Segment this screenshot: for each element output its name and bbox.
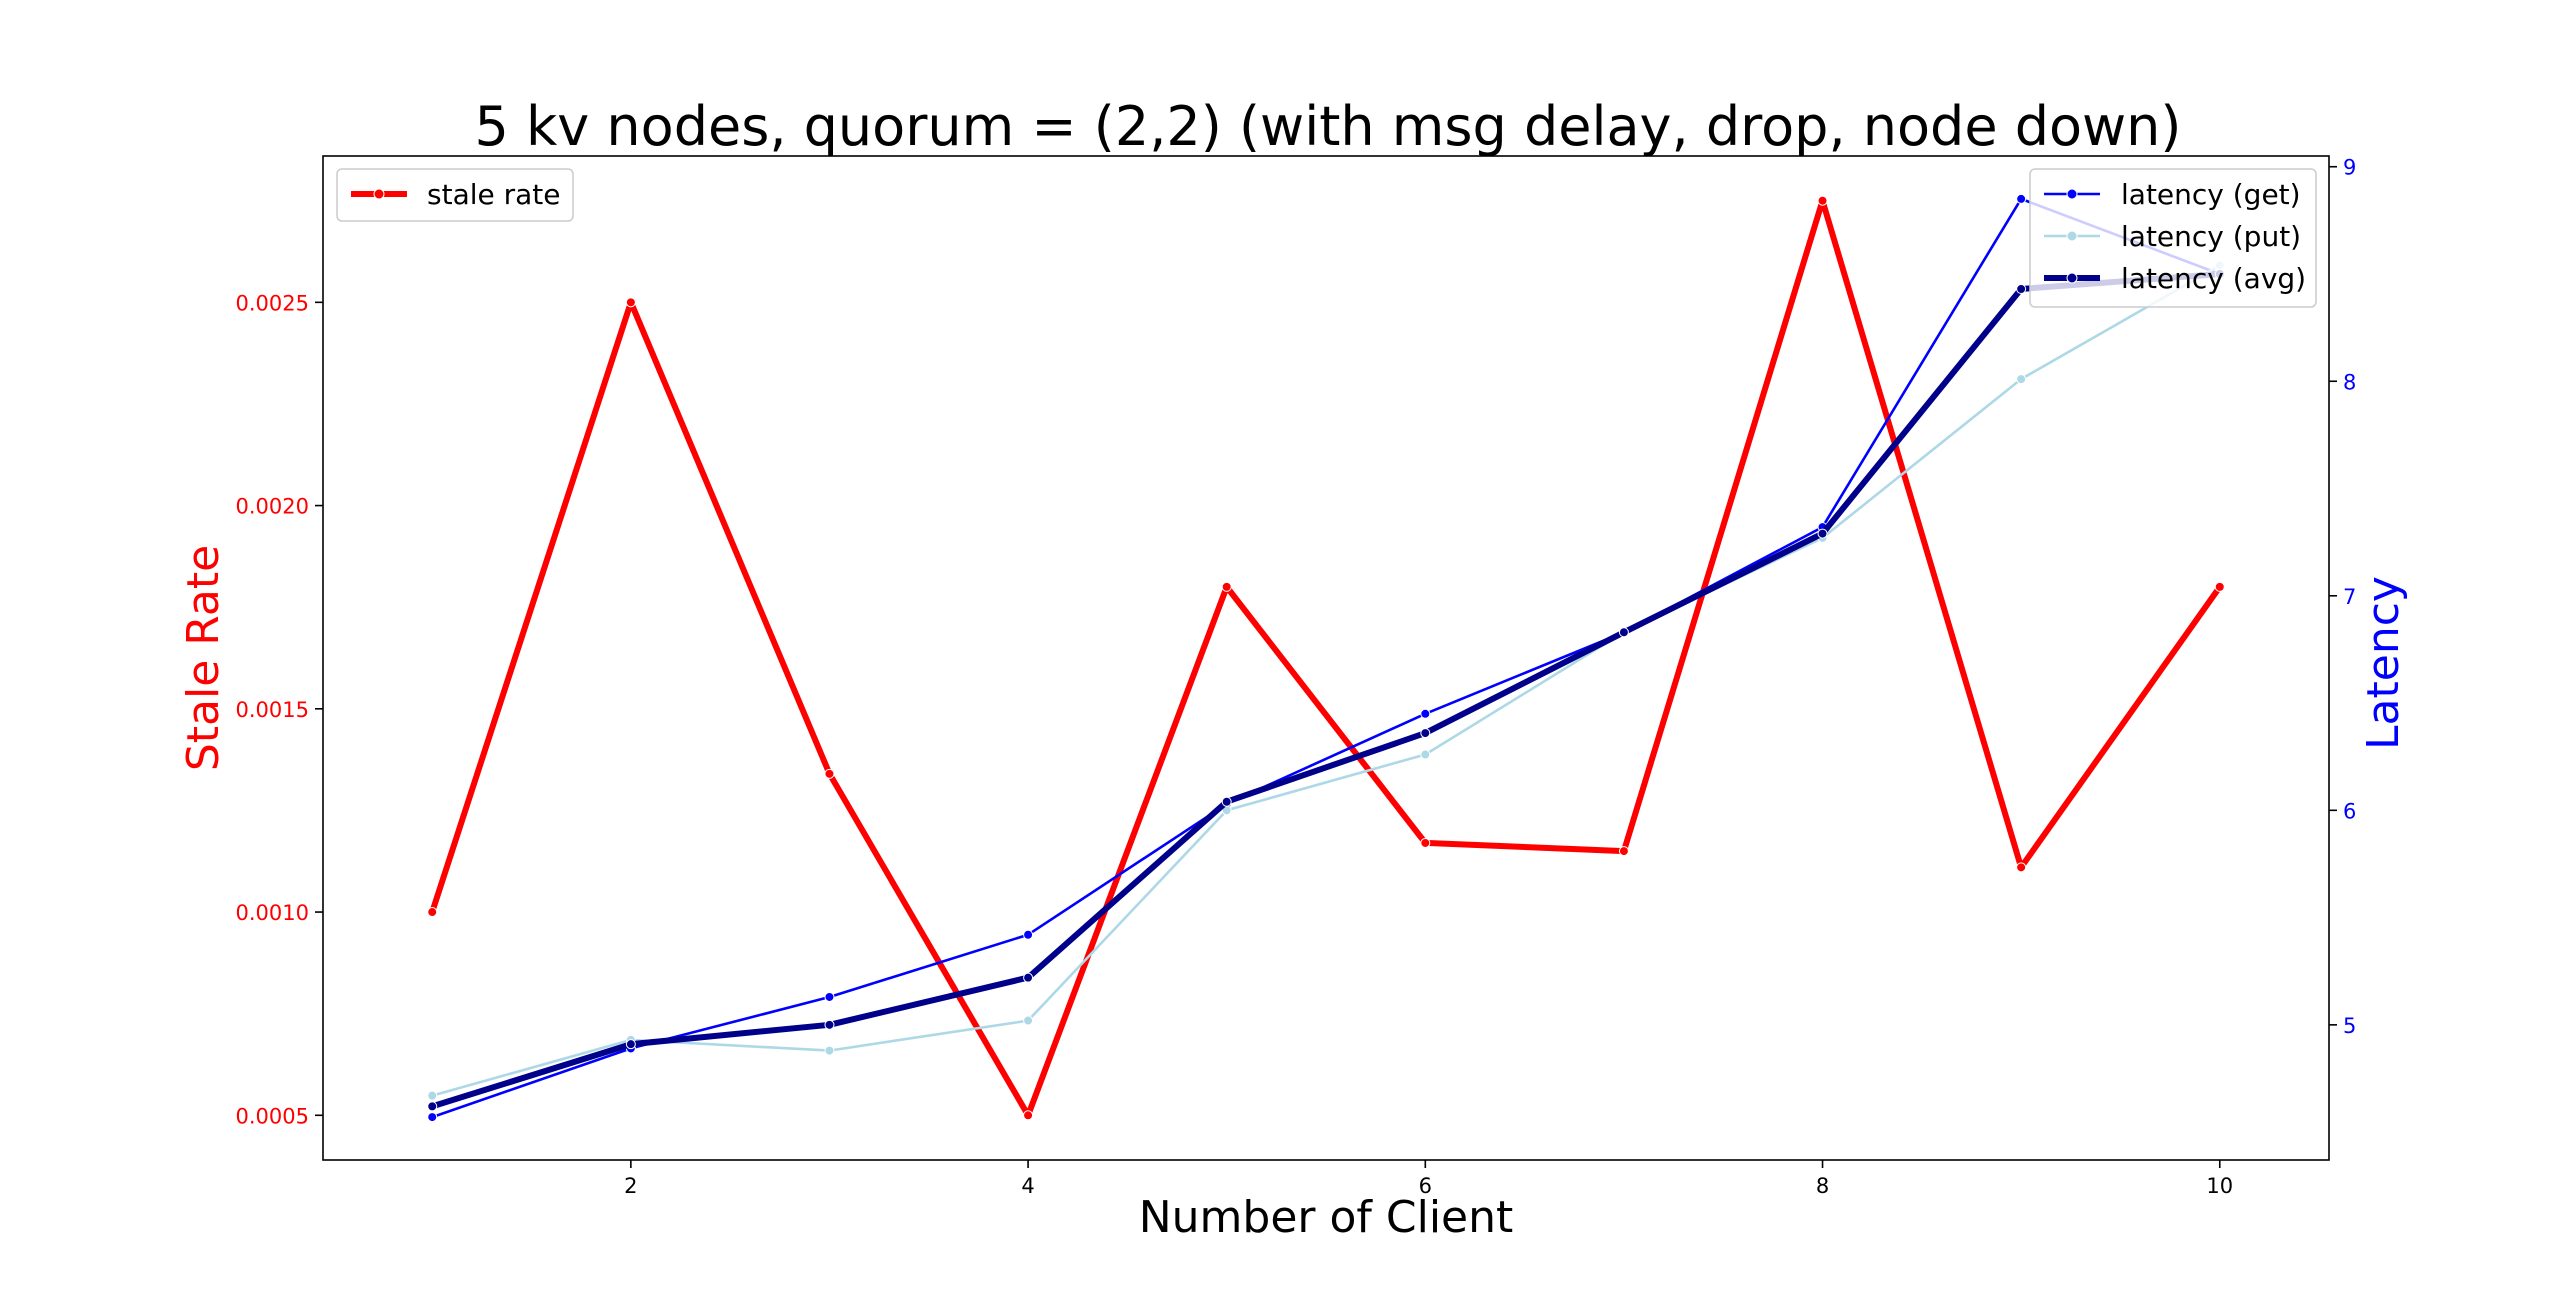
data-point-latency-get	[1023, 929, 1034, 940]
y-left-tick-label: 0.0025	[236, 291, 309, 315]
data-point-latency-avg	[625, 1039, 636, 1050]
data-point-stale-rate	[1618, 846, 1629, 857]
data-point-stale-rate	[824, 768, 835, 779]
series-line-stale-rate	[429, 197, 2223, 1119]
y-left-tick-label: 0.0005	[236, 1104, 309, 1128]
y-left-tick-label: 0.0015	[236, 698, 309, 722]
data-point-latency-avg	[2016, 284, 2027, 295]
data-point-latency-avg	[1420, 728, 1431, 739]
legend-label-latency-get: latency (get)	[2121, 178, 2301, 211]
y-axis-right-label: Latency	[2358, 576, 2409, 750]
plot-frame	[322, 155, 2330, 1161]
data-point-latency-avg	[1618, 627, 1629, 638]
data-point-stale-rate	[2214, 581, 2225, 592]
legend-label-latency-avg: latency (avg)	[2121, 262, 2306, 295]
data-point-latency-put	[1023, 1015, 1034, 1026]
data-point-latency-get	[427, 1112, 438, 1123]
data-point-latency-get	[1420, 708, 1431, 719]
data-point-latency-put	[824, 1045, 835, 1056]
x-tick-label: 2	[624, 1174, 637, 1198]
data-point-latency-put	[2016, 374, 2027, 385]
data-point-stale-rate	[625, 297, 636, 308]
y-axis-left-label: Stale Rate	[178, 545, 229, 771]
data-point-stale-rate	[1817, 195, 1828, 206]
legend-marker-latency-avg	[2066, 272, 2078, 284]
x-tick-label: 4	[1021, 1174, 1034, 1198]
data-point-latency-get	[824, 991, 835, 1002]
series-layer	[427, 193, 2225, 1123]
x-tick-label: 8	[1816, 1174, 1829, 1198]
data-point-latency-avg	[427, 1101, 438, 1112]
y-left-tick-label: 0.0020	[236, 495, 309, 519]
legend-marker-latency-get	[2066, 188, 2078, 200]
legend-left-box	[336, 168, 574, 222]
y-left-tick-label: 0.0010	[236, 901, 309, 925]
data-point-latency-get	[2016, 193, 2027, 204]
x-tick-label: 6	[1419, 1174, 1432, 1198]
legend-marker-latency-put	[2066, 230, 2078, 242]
y-right-tick-label: 8	[2343, 370, 2356, 394]
y-right-tick-label: 9	[2343, 156, 2356, 180]
x-axis-label: Number of Client	[1139, 1192, 1514, 1243]
data-point-stale-rate	[1420, 837, 1431, 848]
data-point-stale-rate	[2016, 862, 2027, 873]
data-point-stale-rate	[1221, 581, 1232, 592]
legend-right: latency (get) latency (put) latency (avg…	[2029, 168, 2317, 308]
y-right-tick-label: 5	[2343, 1014, 2356, 1038]
y-right-tick-label: 7	[2343, 585, 2356, 609]
data-point-latency-put	[427, 1090, 438, 1101]
y-right-tick-label: 6	[2343, 799, 2356, 823]
series-line-latency-avg	[429, 271, 2223, 1110]
series-line-latency-put	[430, 264, 2222, 1097]
y-axis-left: 0.0005 0.0010 0.0015 0.0020 0.0025	[236, 291, 323, 1128]
data-point-latency-avg	[1221, 796, 1232, 807]
data-point-latency-avg	[1023, 972, 1034, 983]
chart-title: 5 kv nodes, quorum = (2,2) (with msg del…	[475, 95, 2182, 158]
x-tick-label: 10	[2206, 1174, 2233, 1198]
data-point-latency-put	[1420, 749, 1431, 760]
legend-label-latency-put: latency (put)	[2121, 220, 2301, 253]
series-line-latency-get	[430, 197, 2222, 1119]
x-axis: 2 4 6 8 10	[624, 1160, 2233, 1198]
legend-left: stale rate	[336, 168, 574, 222]
legend-label-stale-rate: stale rate	[427, 178, 561, 211]
data-point-stale-rate	[1023, 1110, 1034, 1121]
data-point-latency-avg	[1817, 528, 1828, 539]
legend-right-box	[2029, 168, 2317, 308]
data-point-latency-avg	[824, 1019, 835, 1030]
data-point-stale-rate	[427, 907, 438, 918]
y-axis-right: 5 6 7 8 9	[2329, 156, 2356, 1038]
legend-marker-stale-rate	[373, 188, 385, 200]
